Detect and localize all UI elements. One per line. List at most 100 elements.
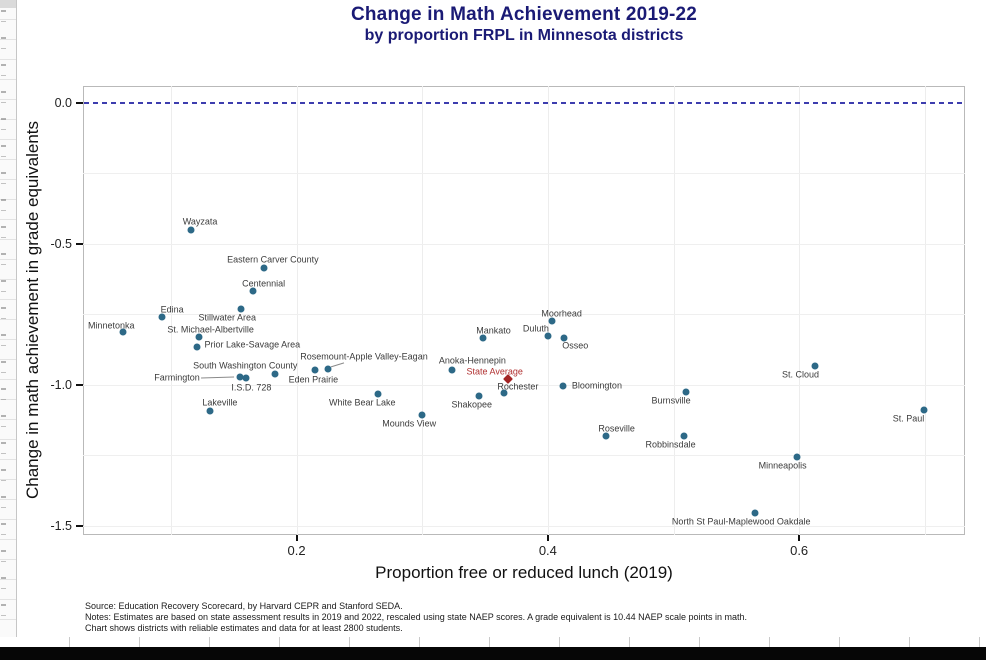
district-label: Anoka-Hennepin <box>438 355 506 366</box>
district-label: Roseville <box>598 423 635 434</box>
district-point <box>374 390 382 398</box>
district-point <box>324 365 332 373</box>
district-point <box>559 382 567 390</box>
vertical-gridline <box>547 86 549 535</box>
spreadsheet-corner-cell <box>0 0 16 8</box>
y-axis-tick-label: -1.5 <box>50 518 72 533</box>
x-axis-tick-label: 0.2 <box>287 543 306 558</box>
district-label: White Bear Lake <box>328 397 396 408</box>
district-point <box>187 226 195 234</box>
horizontal-gridline <box>83 173 965 175</box>
district-point <box>751 509 759 517</box>
district-label: St. Paul <box>892 413 925 424</box>
district-point <box>195 333 203 341</box>
vertical-gridline <box>422 86 424 535</box>
district-point <box>479 334 487 342</box>
district-label: Shakopee <box>451 399 493 410</box>
horizontal-gridline <box>83 314 965 316</box>
district-label: Bloomington <box>571 380 622 391</box>
y-axis-tick <box>76 101 83 104</box>
y-axis-tick-label: 0.0 <box>54 95 72 110</box>
chart-title: Change in Math Achievement 2019-22 <box>350 4 698 25</box>
district-point <box>260 264 268 272</box>
clipped-text-marks <box>1 10 6 630</box>
vertical-gridline <box>799 86 801 535</box>
horizontal-gridline <box>83 525 965 527</box>
vertical-gridline <box>170 86 172 535</box>
district-label: Centennial <box>242 278 286 289</box>
district-label: North St Paul-Maplewood Oakdale <box>671 516 811 527</box>
x-axis-tick-label: 0.4 <box>538 543 557 558</box>
district-label: Rosemount-Apple Valley-Eagan <box>300 351 428 362</box>
district-label: Eastern Carver County <box>227 254 319 265</box>
district-point <box>548 317 556 325</box>
district-label: Wayzata <box>182 216 218 227</box>
district-label: Mankato <box>476 325 511 336</box>
district-point <box>206 407 214 415</box>
district-point <box>311 366 319 374</box>
district-point <box>237 305 245 313</box>
district-point <box>920 406 928 414</box>
district-point <box>544 332 552 340</box>
district-label: Prior Lake-Savage Area <box>204 339 301 350</box>
source-notes: Source: Education Recovery Scorecard, by… <box>85 601 747 634</box>
district-point <box>500 389 508 397</box>
district-point <box>680 432 688 440</box>
district-label: Osseo <box>562 340 589 351</box>
y-axis-tick <box>76 524 83 527</box>
district-label: Robbinsdale <box>645 439 696 450</box>
x-axis-title: Proportion free or reduced lunch (2019) <box>375 563 673 582</box>
scatter-plot-panel <box>83 86 965 535</box>
horizontal-gridline <box>83 384 965 386</box>
district-label: Edina <box>160 304 184 315</box>
notes-line-2: Chart shows districts with reliable esti… <box>85 623 403 633</box>
y-axis-title-text: Change in math achievement in grade equi… <box>23 120 42 500</box>
district-point <box>193 343 201 351</box>
district-point <box>602 432 610 440</box>
district-label: Duluth <box>522 323 549 334</box>
y-axis-tick-label: -1.0 <box>50 377 72 392</box>
vertical-gridline <box>924 86 926 535</box>
district-label: South Washington County <box>193 360 298 371</box>
chart-subtitle: by proportion FRPL in Minnesota district… <box>364 27 684 44</box>
y-axis-tick <box>76 383 83 386</box>
district-label: Stillwater Area <box>198 312 257 323</box>
source-line: Source: Education Recovery Scorecard, by… <box>85 601 403 611</box>
district-point <box>158 313 166 321</box>
district-point <box>811 362 819 370</box>
notes-line: Notes: Estimates are based on state asse… <box>85 612 748 622</box>
bottom-black-border <box>0 647 986 660</box>
district-point <box>475 392 483 400</box>
district-label: Burnsville <box>651 395 691 406</box>
district-label: St. Cloud <box>781 369 819 380</box>
x-axis-tick-label: 0.6 <box>790 543 809 558</box>
district-label: Mounds View <box>382 418 437 429</box>
spreadsheet-bottom-row <box>0 637 986 650</box>
vertical-gridline <box>296 86 298 535</box>
district-point <box>236 373 244 381</box>
district-point <box>793 453 801 461</box>
district-point <box>271 370 279 378</box>
x-axis-tick <box>295 535 298 541</box>
district-point <box>682 388 690 396</box>
district-point <box>242 374 250 382</box>
zero-reference-line <box>84 101 964 104</box>
district-point <box>119 328 127 336</box>
horizontal-gridline <box>83 455 965 457</box>
district-label: Rochester <box>497 381 539 392</box>
district-label: Minnetonka <box>87 320 135 331</box>
y-axis-tick <box>76 242 83 245</box>
district-label: Eden Prairie <box>288 374 339 385</box>
district-point <box>249 287 257 295</box>
district-label: Farmington <box>154 372 200 383</box>
label-leader-lines <box>201 362 345 379</box>
district-label: Lakeville <box>202 397 238 408</box>
horizontal-gridline <box>83 243 965 245</box>
district-point <box>418 411 426 419</box>
district-point <box>560 334 568 342</box>
x-axis-tick <box>798 535 801 541</box>
district-label: I.S.D. 728 <box>231 382 272 393</box>
district-label: Moorhead <box>541 308 582 319</box>
vertical-gridline <box>673 86 675 535</box>
